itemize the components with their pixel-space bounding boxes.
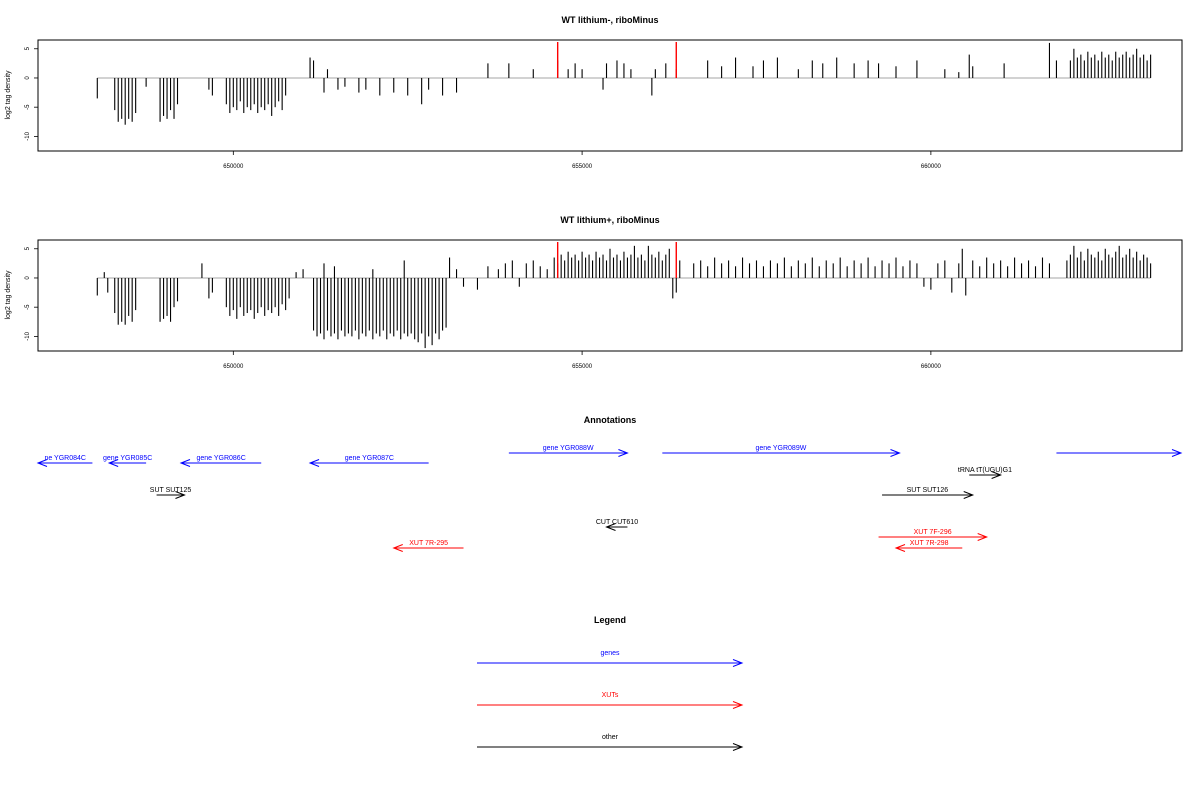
- feature-gene: ne YGR084C: [36, 455, 93, 467]
- feature-arrow-arrowhead: [618, 449, 629, 457]
- feature-label: XUT 7R-298: [910, 540, 949, 547]
- track-panel-lithium-plus: WT lithium+, riboMinus log2 tag density …: [5, 215, 1183, 370]
- feature-label: CUT CUT610: [596, 519, 638, 526]
- annotations-panel: Annotations ne YGR084C gene YGR085C gene Y…: [36, 415, 1183, 552]
- feature-other: CUT CUT610: [596, 519, 638, 531]
- bar-series: [96, 42, 1152, 125]
- annotations-title: Annotations: [584, 415, 637, 425]
- feature-list: ne YGR084C gene YGR085C gene YGR086C gene Y…: [36, 445, 1183, 552]
- feature-arrow-arrowhead: [991, 471, 1003, 479]
- x-tick-label: 650000: [223, 364, 244, 370]
- x-tick-label: 655000: [572, 364, 593, 370]
- y-tick-label: 0: [25, 76, 31, 80]
- feature-label: ne YGR084C: [44, 455, 86, 462]
- y-tick-label: -10: [25, 331, 31, 340]
- x-tick-label: 660000: [921, 364, 942, 370]
- y-tick-label: 0: [25, 276, 31, 280]
- legend-item-gene: genes: [477, 650, 744, 667]
- feature-label: SUT SUT126: [907, 487, 949, 494]
- legend-items: genes XUTs other: [477, 650, 744, 751]
- y-axis: -10 -5 0 5: [25, 246, 39, 341]
- legend-arrow-arrowhead: [732, 743, 744, 751]
- track-panel-lithium-minus: WT lithium-, riboMinus log2 tag density …: [5, 15, 1183, 170]
- legend-title: Legend: [594, 615, 626, 625]
- legend-arrow-arrowhead: [732, 701, 744, 709]
- y-tick-label: 5: [25, 246, 31, 250]
- highlight-markers: [556, 242, 677, 278]
- feature-label: gene YGR085C: [103, 455, 152, 462]
- feature-arrow-arrowhead: [107, 459, 119, 467]
- x-axis: 650000 655000 660000: [223, 150, 942, 170]
- feature-arrow-arrowhead: [392, 544, 403, 552]
- legend-label: other: [602, 734, 619, 741]
- feature-other: SUT SUT125: [150, 487, 192, 499]
- legend-label: XUTs: [602, 692, 619, 699]
- feature-xut: XUT 7R-298: [894, 540, 963, 552]
- feature-other: SUT SUT126: [882, 487, 975, 499]
- y-axis-label: log2 tag density: [5, 270, 12, 320]
- panel-title: WT lithium+, riboMinus: [560, 215, 659, 225]
- y-axis: -10 -5 0 5: [25, 46, 39, 141]
- feature-label: gene YGR088W: [543, 445, 594, 452]
- highlight-markers: [556, 42, 677, 78]
- feature-label: gene YGR087C: [345, 455, 394, 462]
- feature-arrow-arrowhead: [1171, 449, 1183, 457]
- y-axis-label: log2 tag density: [5, 70, 12, 120]
- legend: Legend genes XUTs other: [477, 615, 744, 751]
- feature-gene: [1056, 449, 1183, 457]
- x-tick-label: 660000: [921, 164, 942, 170]
- x-tick-label: 655000: [572, 164, 593, 170]
- feature-arrow-arrowhead: [175, 491, 186, 499]
- feature-gene: gene YGR089W: [662, 445, 901, 457]
- feature-arrow-arrowhead: [963, 491, 975, 499]
- feature-arrow-arrowhead: [308, 459, 320, 467]
- legend-arrow-arrowhead: [732, 659, 744, 667]
- feature-arrow-arrowhead: [977, 533, 989, 541]
- y-tick-label: -5: [25, 104, 31, 110]
- feature-label: gene YGR089W: [755, 445, 806, 452]
- feature-gene: gene YGR086C: [179, 455, 262, 467]
- x-axis: 650000 655000 660000: [223, 350, 942, 370]
- y-tick-label: -5: [25, 304, 31, 310]
- feature-other: tRNA tT(UGU)G1: [958, 467, 1012, 479]
- x-tick-label: 650000: [223, 164, 244, 170]
- feature-arrow-arrowhead: [890, 449, 901, 457]
- legend-item-xut: XUTs: [477, 692, 744, 709]
- plot-frame: [37, 39, 1183, 152]
- feature-arrow-arrowhead: [605, 523, 616, 531]
- feature-label: tRNA tT(UGU)G1: [958, 467, 1012, 474]
- legend-label: genes: [600, 650, 620, 657]
- y-tick-label: 5: [25, 46, 31, 50]
- feature-label: gene YGR086C: [196, 455, 245, 462]
- feature-xut: XUT 7F-296: [878, 529, 989, 541]
- bar-series: [96, 245, 1152, 349]
- feature-arrow-arrowhead: [36, 459, 48, 467]
- feature-xut: XUT 7R-295: [392, 540, 464, 552]
- feature-label: SUT SUT125: [150, 487, 192, 494]
- feature-gene: gene YGR085C: [103, 455, 152, 467]
- legend-item-other: other: [477, 734, 744, 751]
- feature-label: XUT 7F-296: [914, 529, 952, 536]
- feature-arrow-arrowhead: [894, 544, 906, 552]
- feature-arrow-arrowhead: [179, 459, 191, 467]
- feature-label: XUT 7R-295: [409, 540, 448, 547]
- y-tick-label: -10: [25, 131, 31, 140]
- feature-gene: gene YGR088W: [508, 445, 629, 457]
- feature-gene: gene YGR087C: [308, 455, 429, 467]
- panel-title: WT lithium-, riboMinus: [562, 15, 659, 25]
